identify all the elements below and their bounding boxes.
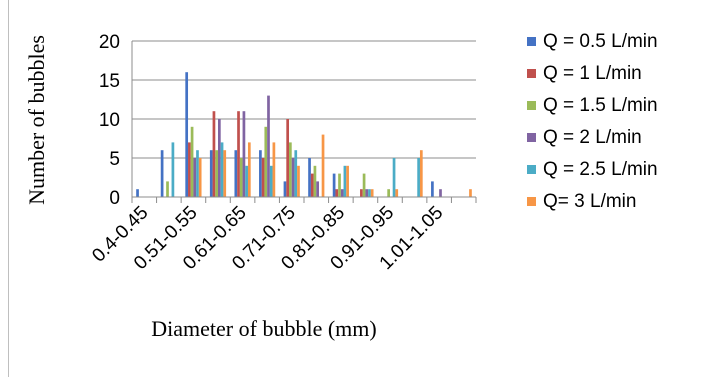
bar xyxy=(247,142,251,197)
bars xyxy=(136,72,472,197)
y-axis-label: Number of bubbles xyxy=(24,35,49,205)
bar xyxy=(335,189,339,197)
bar xyxy=(234,150,238,197)
legend-label: Q = 2 L/min xyxy=(543,127,642,148)
bar xyxy=(261,158,265,197)
bar xyxy=(469,189,472,197)
bar xyxy=(286,119,290,197)
bar xyxy=(431,181,434,197)
bar xyxy=(190,126,194,197)
y-tick-label: 0 xyxy=(109,188,120,209)
bar xyxy=(245,165,248,197)
bar xyxy=(343,165,347,197)
bar xyxy=(223,150,227,197)
axes xyxy=(131,41,477,203)
bar xyxy=(340,189,344,197)
bar xyxy=(387,189,390,197)
legend-swatch xyxy=(527,165,536,174)
legend-label: Q = 1.5 L/min xyxy=(543,95,658,116)
bar xyxy=(289,142,292,197)
bar xyxy=(283,181,287,197)
bar xyxy=(267,95,270,197)
bar xyxy=(242,111,246,197)
bar xyxy=(188,142,191,197)
gridlines xyxy=(132,40,476,159)
bar xyxy=(136,189,139,197)
bar xyxy=(338,173,341,197)
bar xyxy=(362,173,366,197)
bar xyxy=(220,142,224,197)
bar xyxy=(392,158,396,197)
bar xyxy=(171,142,175,197)
y-tick-label: 10 xyxy=(99,110,120,131)
y-tick-label: 15 xyxy=(99,71,120,92)
legend-swatch xyxy=(527,197,536,206)
bar xyxy=(193,158,197,197)
bar xyxy=(346,165,349,197)
bar xyxy=(215,150,218,197)
bar xyxy=(237,111,240,197)
bar xyxy=(360,189,363,197)
bar xyxy=(259,150,262,197)
bar xyxy=(310,173,314,197)
legend: Q = 0.5 L/min Q = 1 L/min Q = 1.5 L/min Q =… xyxy=(527,31,658,212)
bar xyxy=(316,181,319,197)
legend-swatch xyxy=(527,37,536,46)
bar xyxy=(417,158,420,197)
bar xyxy=(166,181,169,197)
bar xyxy=(395,189,399,197)
bar xyxy=(291,158,295,197)
bar xyxy=(294,150,298,197)
bar xyxy=(313,165,317,197)
bar xyxy=(196,150,199,197)
bar xyxy=(239,158,243,197)
bar xyxy=(272,142,276,197)
bar xyxy=(365,189,369,197)
legend-swatch xyxy=(527,133,536,142)
bar xyxy=(439,189,442,197)
bar xyxy=(218,119,221,197)
legend-label: Q = 0.5 L/min xyxy=(543,31,658,52)
bar xyxy=(185,72,189,197)
y-tick-labels: 0 5 10 15 20 xyxy=(99,32,120,209)
bar xyxy=(264,126,268,197)
y-tick-label: 20 xyxy=(99,32,120,53)
bar xyxy=(332,173,336,197)
x-tick-labels: 0.4-0.450.51-0.550.61-0.650.71-0.750.81-… xyxy=(88,202,447,274)
legend-label: Q = 1 L/min xyxy=(543,63,642,84)
bar xyxy=(198,158,202,197)
bar xyxy=(209,150,213,197)
y-tick-label: 5 xyxy=(109,149,120,170)
x-axis-label: Diameter of bubble (mm) xyxy=(151,316,376,341)
bar xyxy=(212,111,216,197)
bar xyxy=(419,150,423,197)
legend-label: Q= 3 L/min xyxy=(543,191,636,212)
bar xyxy=(368,189,371,197)
bar xyxy=(269,165,273,197)
bar xyxy=(308,158,311,197)
legend-label: Q = 2.5 L/min xyxy=(543,159,658,180)
bar xyxy=(160,150,164,197)
bar xyxy=(321,134,325,197)
left-border-line xyxy=(8,0,9,377)
bar xyxy=(297,165,300,197)
bar xyxy=(370,189,374,197)
legend-swatch xyxy=(527,69,536,78)
legend-swatch xyxy=(527,101,536,110)
